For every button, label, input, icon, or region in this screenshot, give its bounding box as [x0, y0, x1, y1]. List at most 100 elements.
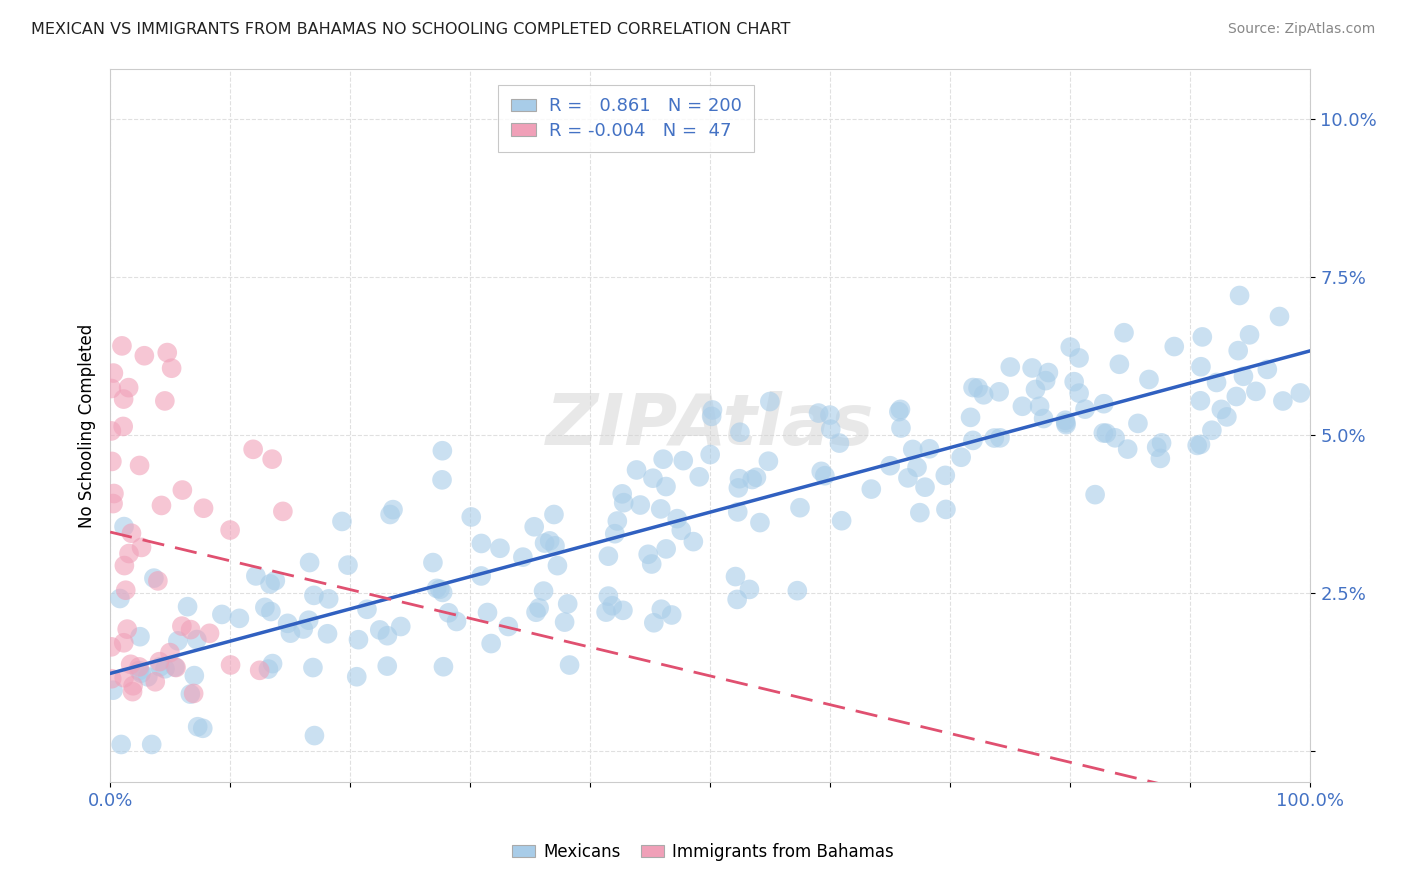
Point	[259, 577, 281, 591]
Point	[368, 623, 391, 637]
Point	[1035, 374, 1057, 388]
Point	[430, 473, 453, 487]
Point	[446, 615, 468, 629]
Point	[967, 381, 990, 395]
Point	[346, 670, 368, 684]
Point	[347, 632, 370, 647]
Point	[786, 583, 808, 598]
Point	[935, 502, 957, 516]
Point	[1185, 438, 1208, 452]
Point	[460, 510, 482, 524]
Point	[727, 505, 749, 519]
Point	[159, 646, 181, 660]
Point	[264, 574, 287, 588]
Point	[554, 615, 576, 629]
Point	[1116, 442, 1139, 456]
Point	[1032, 411, 1054, 425]
Point	[219, 658, 242, 673]
Point	[280, 626, 302, 640]
Point	[129, 666, 152, 681]
Point	[191, 721, 214, 735]
Point	[533, 536, 555, 550]
Point	[606, 514, 628, 528]
Point	[262, 657, 284, 671]
Point	[153, 393, 176, 408]
Point	[304, 729, 326, 743]
Point	[603, 526, 626, 541]
Point	[153, 662, 176, 676]
Point	[1054, 417, 1077, 432]
Point	[959, 410, 981, 425]
Point	[176, 599, 198, 614]
Point	[271, 504, 294, 518]
Text: MEXICAN VS IMMIGRANTS FROM BAHAMAS NO SCHOOLING COMPLETED CORRELATION CHART: MEXICAN VS IMMIGRANTS FROM BAHAMAS NO SC…	[31, 22, 790, 37]
Point	[426, 582, 449, 596]
Point	[1112, 326, 1135, 340]
Point	[1021, 361, 1043, 376]
Point	[789, 500, 811, 515]
Point	[652, 452, 675, 467]
Point	[905, 460, 928, 475]
Point	[298, 556, 321, 570]
Point	[111, 339, 134, 353]
Point	[260, 605, 283, 619]
Point	[666, 511, 689, 525]
Point	[108, 591, 131, 606]
Point	[908, 506, 931, 520]
Point	[962, 380, 984, 394]
Point	[128, 664, 150, 678]
Point	[1126, 417, 1149, 431]
Point	[544, 539, 567, 553]
Point	[1232, 369, 1254, 384]
Point	[1211, 402, 1233, 417]
Point	[727, 481, 749, 495]
Point	[643, 615, 665, 630]
Point	[1000, 359, 1022, 374]
Point	[437, 606, 460, 620]
Point	[600, 599, 623, 613]
Point	[112, 519, 135, 533]
Point	[543, 508, 565, 522]
Point	[1227, 343, 1250, 358]
Point	[890, 421, 912, 435]
Point	[814, 468, 837, 483]
Point	[121, 526, 143, 541]
Point	[914, 480, 936, 494]
Point	[1189, 393, 1212, 408]
Point	[112, 671, 135, 685]
Point	[193, 501, 215, 516]
Point	[141, 738, 163, 752]
Point	[749, 516, 772, 530]
Point	[122, 679, 145, 693]
Point	[745, 470, 768, 484]
Point	[131, 541, 153, 555]
Point	[728, 472, 751, 486]
Point	[498, 619, 520, 633]
Point	[641, 471, 664, 485]
Point	[700, 409, 723, 424]
Point	[688, 470, 710, 484]
Point	[330, 515, 353, 529]
Point	[1163, 340, 1185, 354]
Point	[389, 619, 412, 633]
Point	[1271, 394, 1294, 409]
Point	[121, 684, 143, 698]
Point	[828, 436, 851, 450]
Point	[557, 597, 579, 611]
Point	[1256, 362, 1278, 376]
Point	[655, 479, 678, 493]
Point	[1189, 437, 1212, 451]
Point	[422, 556, 444, 570]
Point	[134, 349, 156, 363]
Point	[538, 533, 561, 548]
Point	[1038, 366, 1060, 380]
Point	[277, 616, 299, 631]
Point	[470, 536, 492, 550]
Point	[901, 442, 924, 457]
Point	[1268, 310, 1291, 324]
Point	[198, 626, 221, 640]
Point	[1108, 357, 1130, 371]
Text: ZIPAtlas: ZIPAtlas	[546, 391, 875, 460]
Point	[112, 558, 135, 573]
Point	[741, 473, 763, 487]
